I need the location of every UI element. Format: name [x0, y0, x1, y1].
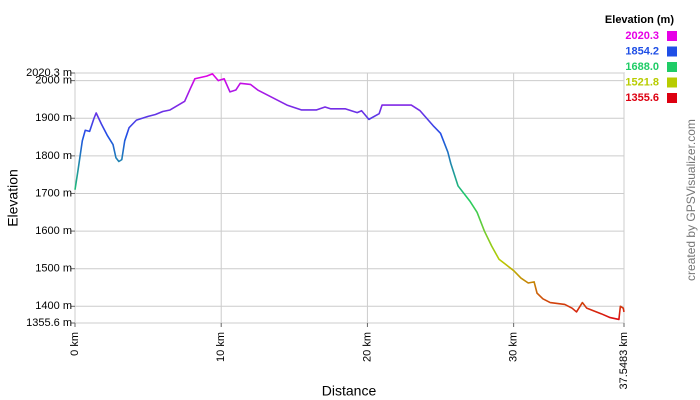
x-tick-label: 0 km	[69, 332, 81, 356]
legend-label: 1355.6	[625, 92, 659, 104]
y-tick-label: 1355.6 m	[26, 317, 72, 329]
y-tick-label: 1700 m	[35, 187, 72, 199]
y-tick-label: 1400 m	[35, 300, 72, 312]
x-tick-label: 20 km	[361, 332, 373, 362]
x-tick-label: 37.5483 km	[618, 332, 630, 389]
credit: created by GPSVisualizer.com	[684, 119, 698, 281]
y-axis-label: Elevation	[5, 169, 21, 227]
x-axis-label: Distance	[322, 383, 377, 399]
legend-swatch	[667, 77, 677, 88]
x-tick-label: 30 km	[508, 332, 520, 362]
legend-swatch	[667, 46, 677, 57]
legend-label: 1854.2	[625, 45, 659, 57]
y-tick-label: 1500 m	[35, 263, 72, 275]
elevation-line	[74, 73, 625, 321]
y-tick-label: 1800 m	[35, 150, 72, 162]
y-tick-label: 1900 m	[35, 112, 72, 124]
x-tick-label: 10 km	[215, 332, 227, 362]
legend-label: 1521.8	[625, 76, 659, 88]
plot-area	[74, 72, 625, 324]
legend-swatch	[667, 62, 677, 72]
legend-swatch	[667, 31, 677, 41]
legend-title: Elevation (m)	[605, 14, 674, 26]
y-tick-label: 1600 m	[35, 225, 72, 237]
legend-label: 2020.3	[625, 30, 659, 42]
legend-label: 1688.0	[625, 61, 659, 73]
y-tick-label: 2020.3 m	[26, 67, 72, 79]
y-tick-label: 2000 m	[35, 75, 72, 87]
legend-swatch	[667, 93, 677, 103]
